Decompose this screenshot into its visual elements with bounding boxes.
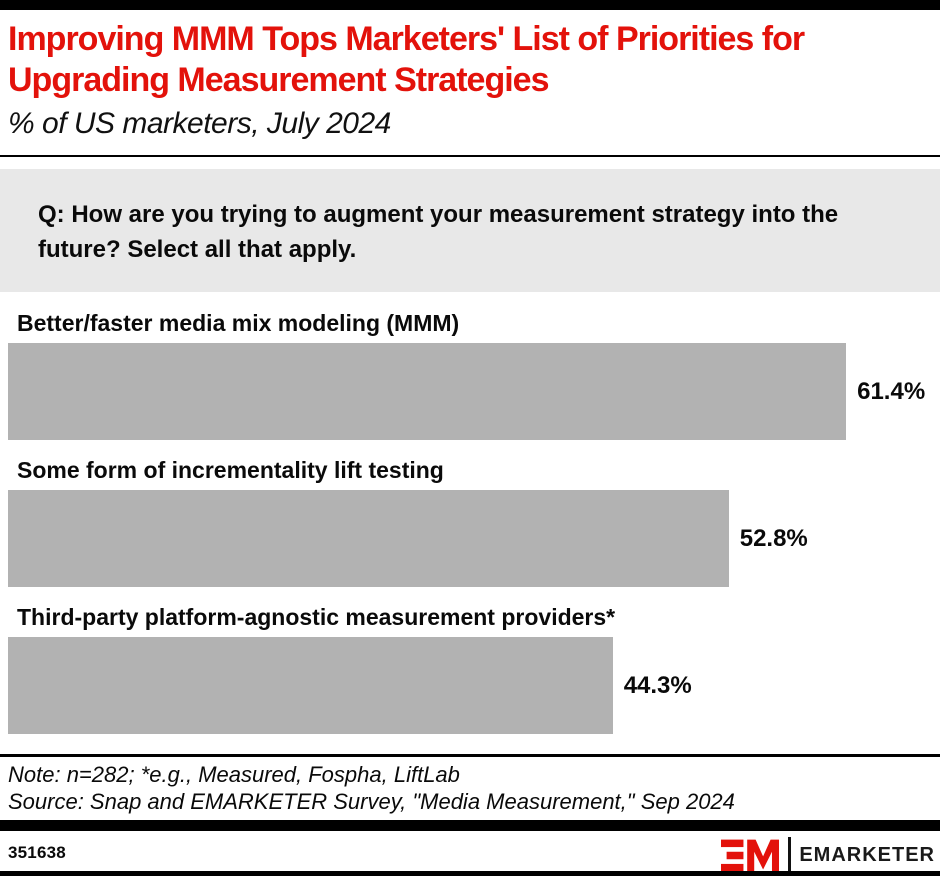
bar-line: 44.3% [0, 637, 940, 734]
header-divider [0, 155, 940, 157]
footer-rule [0, 820, 940, 831]
note-text: Note: n=282; *e.g., Measured, Fospha, Li… [8, 762, 460, 787]
emarketer-logo: EMARKETER [721, 837, 935, 873]
category-label: Some form of incrementality lift testing [17, 457, 444, 483]
category-label: Third-party platform-agnostic measuremen… [17, 604, 616, 630]
bottom-rule [0, 871, 940, 876]
bar [8, 490, 729, 587]
bar-line: 61.4% [0, 343, 940, 440]
survey-question-text: Q: How are you trying to augment your me… [38, 201, 839, 263]
bar-line: 52.8% [0, 490, 940, 587]
emarketer-em-monogram-icon [721, 839, 780, 871]
bar-value-label: 61.4% [857, 377, 926, 405]
logo-separator [788, 837, 792, 873]
source-text: Source: Snap and EMARKETER Survey, "Medi… [8, 789, 735, 814]
brand-name: EMARKETER [799, 844, 935, 866]
chart-id: 351638 [8, 843, 66, 862]
bar [8, 637, 613, 734]
chart-title: Improving MMM Tops Marketers' List of Pr… [8, 20, 805, 99]
category-label: Better/faster media mix modeling (MMM) [17, 310, 460, 336]
top-rule [0, 0, 940, 10]
bar-row: Third-party platform-agnostic measuremen… [0, 599, 940, 734]
survey-question-box: Q: How are you trying to augment your me… [0, 169, 940, 292]
bar [8, 343, 847, 440]
bar-row: Some form of incrementality lift testing… [0, 452, 940, 587]
bar-row: Better/faster media mix modeling (MMM) 6… [0, 305, 940, 440]
chart-subtitle: % of US marketers, July 2024 [8, 107, 391, 140]
bar-value-label: 52.8% [739, 524, 808, 552]
bar-value-label: 44.3% [623, 671, 692, 699]
notes-divider [0, 754, 940, 757]
